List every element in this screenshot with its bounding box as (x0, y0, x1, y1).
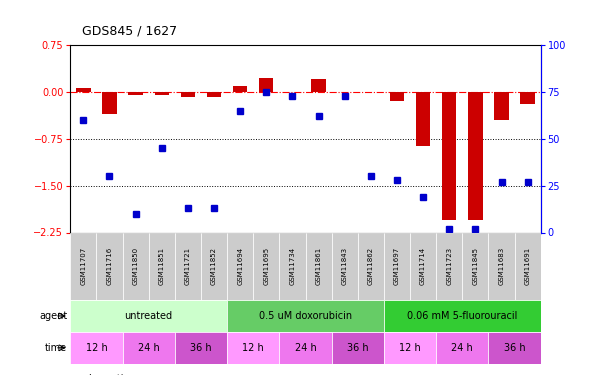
Bar (279, 232, 306, 300)
Text: GSM11694: GSM11694 (237, 247, 243, 285)
Bar (227, 232, 253, 300)
Bar (181, 92, 195, 97)
Bar (207, 92, 221, 97)
Bar (442, 92, 456, 220)
Bar (436, 232, 463, 300)
Text: 0.5 uM doxorubicin: 0.5 uM doxorubicin (259, 311, 352, 321)
Bar (128, 92, 143, 95)
Bar (514, 232, 541, 300)
Text: GSM11707: GSM11707 (80, 247, 86, 285)
Bar (227, 332, 279, 364)
Bar (148, 232, 175, 300)
Text: GSM11691: GSM11691 (525, 247, 531, 285)
Bar (155, 92, 169, 95)
Bar (312, 80, 326, 92)
Bar (390, 92, 404, 101)
Bar (175, 232, 201, 300)
Text: 36 h: 36 h (504, 343, 525, 353)
Text: GSM11721: GSM11721 (185, 247, 191, 285)
Bar (332, 232, 358, 300)
Bar (233, 86, 247, 92)
Bar (521, 92, 535, 104)
Text: GSM11862: GSM11862 (368, 247, 374, 285)
Bar (488, 232, 514, 300)
Text: 36 h: 36 h (190, 343, 212, 353)
Bar (102, 92, 117, 114)
Bar (70, 232, 97, 300)
Bar (259, 78, 274, 92)
Text: GSM11723: GSM11723 (446, 247, 452, 285)
Bar (384, 232, 410, 300)
Text: GSM11734: GSM11734 (290, 247, 296, 285)
Bar (468, 92, 483, 220)
Text: 24 h: 24 h (138, 343, 159, 353)
Bar (488, 332, 541, 364)
Bar (416, 92, 430, 146)
Text: log ratio: log ratio (89, 374, 129, 375)
Text: untreated: untreated (125, 311, 173, 321)
Text: GSM11843: GSM11843 (342, 247, 348, 285)
Bar (123, 232, 148, 300)
Text: GSM11851: GSM11851 (159, 247, 165, 285)
Bar (97, 232, 123, 300)
Bar (70, 332, 123, 364)
Bar (279, 332, 332, 364)
Bar (227, 300, 384, 332)
Text: GSM11850: GSM11850 (133, 247, 139, 285)
Text: time: time (45, 343, 67, 353)
Text: agent: agent (39, 311, 67, 321)
Text: 12 h: 12 h (243, 343, 264, 353)
Bar (175, 332, 227, 364)
Text: 36 h: 36 h (347, 343, 368, 353)
Text: GSM11861: GSM11861 (315, 247, 321, 285)
Text: 12 h: 12 h (399, 343, 421, 353)
Bar (358, 232, 384, 300)
Bar (436, 332, 488, 364)
Text: GSM11714: GSM11714 (420, 247, 426, 285)
Text: 24 h: 24 h (295, 343, 316, 353)
Bar (76, 87, 90, 92)
Text: GDS845 / 1627: GDS845 / 1627 (82, 24, 178, 38)
Bar (253, 232, 279, 300)
Text: GSM11683: GSM11683 (499, 247, 505, 285)
Bar (494, 92, 509, 120)
Bar (70, 300, 227, 332)
Bar (332, 332, 384, 364)
Bar (123, 332, 175, 364)
Text: GSM11695: GSM11695 (263, 247, 269, 285)
Bar (384, 332, 436, 364)
Bar (463, 232, 488, 300)
Text: GSM11852: GSM11852 (211, 247, 217, 285)
Text: GSM11845: GSM11845 (472, 247, 478, 285)
Bar (410, 232, 436, 300)
Bar (201, 232, 227, 300)
Text: 0.06 mM 5-fluorouracil: 0.06 mM 5-fluorouracil (407, 311, 518, 321)
Bar (306, 232, 332, 300)
Text: 24 h: 24 h (452, 343, 473, 353)
Bar (384, 300, 541, 332)
Text: 12 h: 12 h (86, 343, 108, 353)
Text: GSM11716: GSM11716 (106, 247, 112, 285)
Text: GSM11697: GSM11697 (394, 247, 400, 285)
